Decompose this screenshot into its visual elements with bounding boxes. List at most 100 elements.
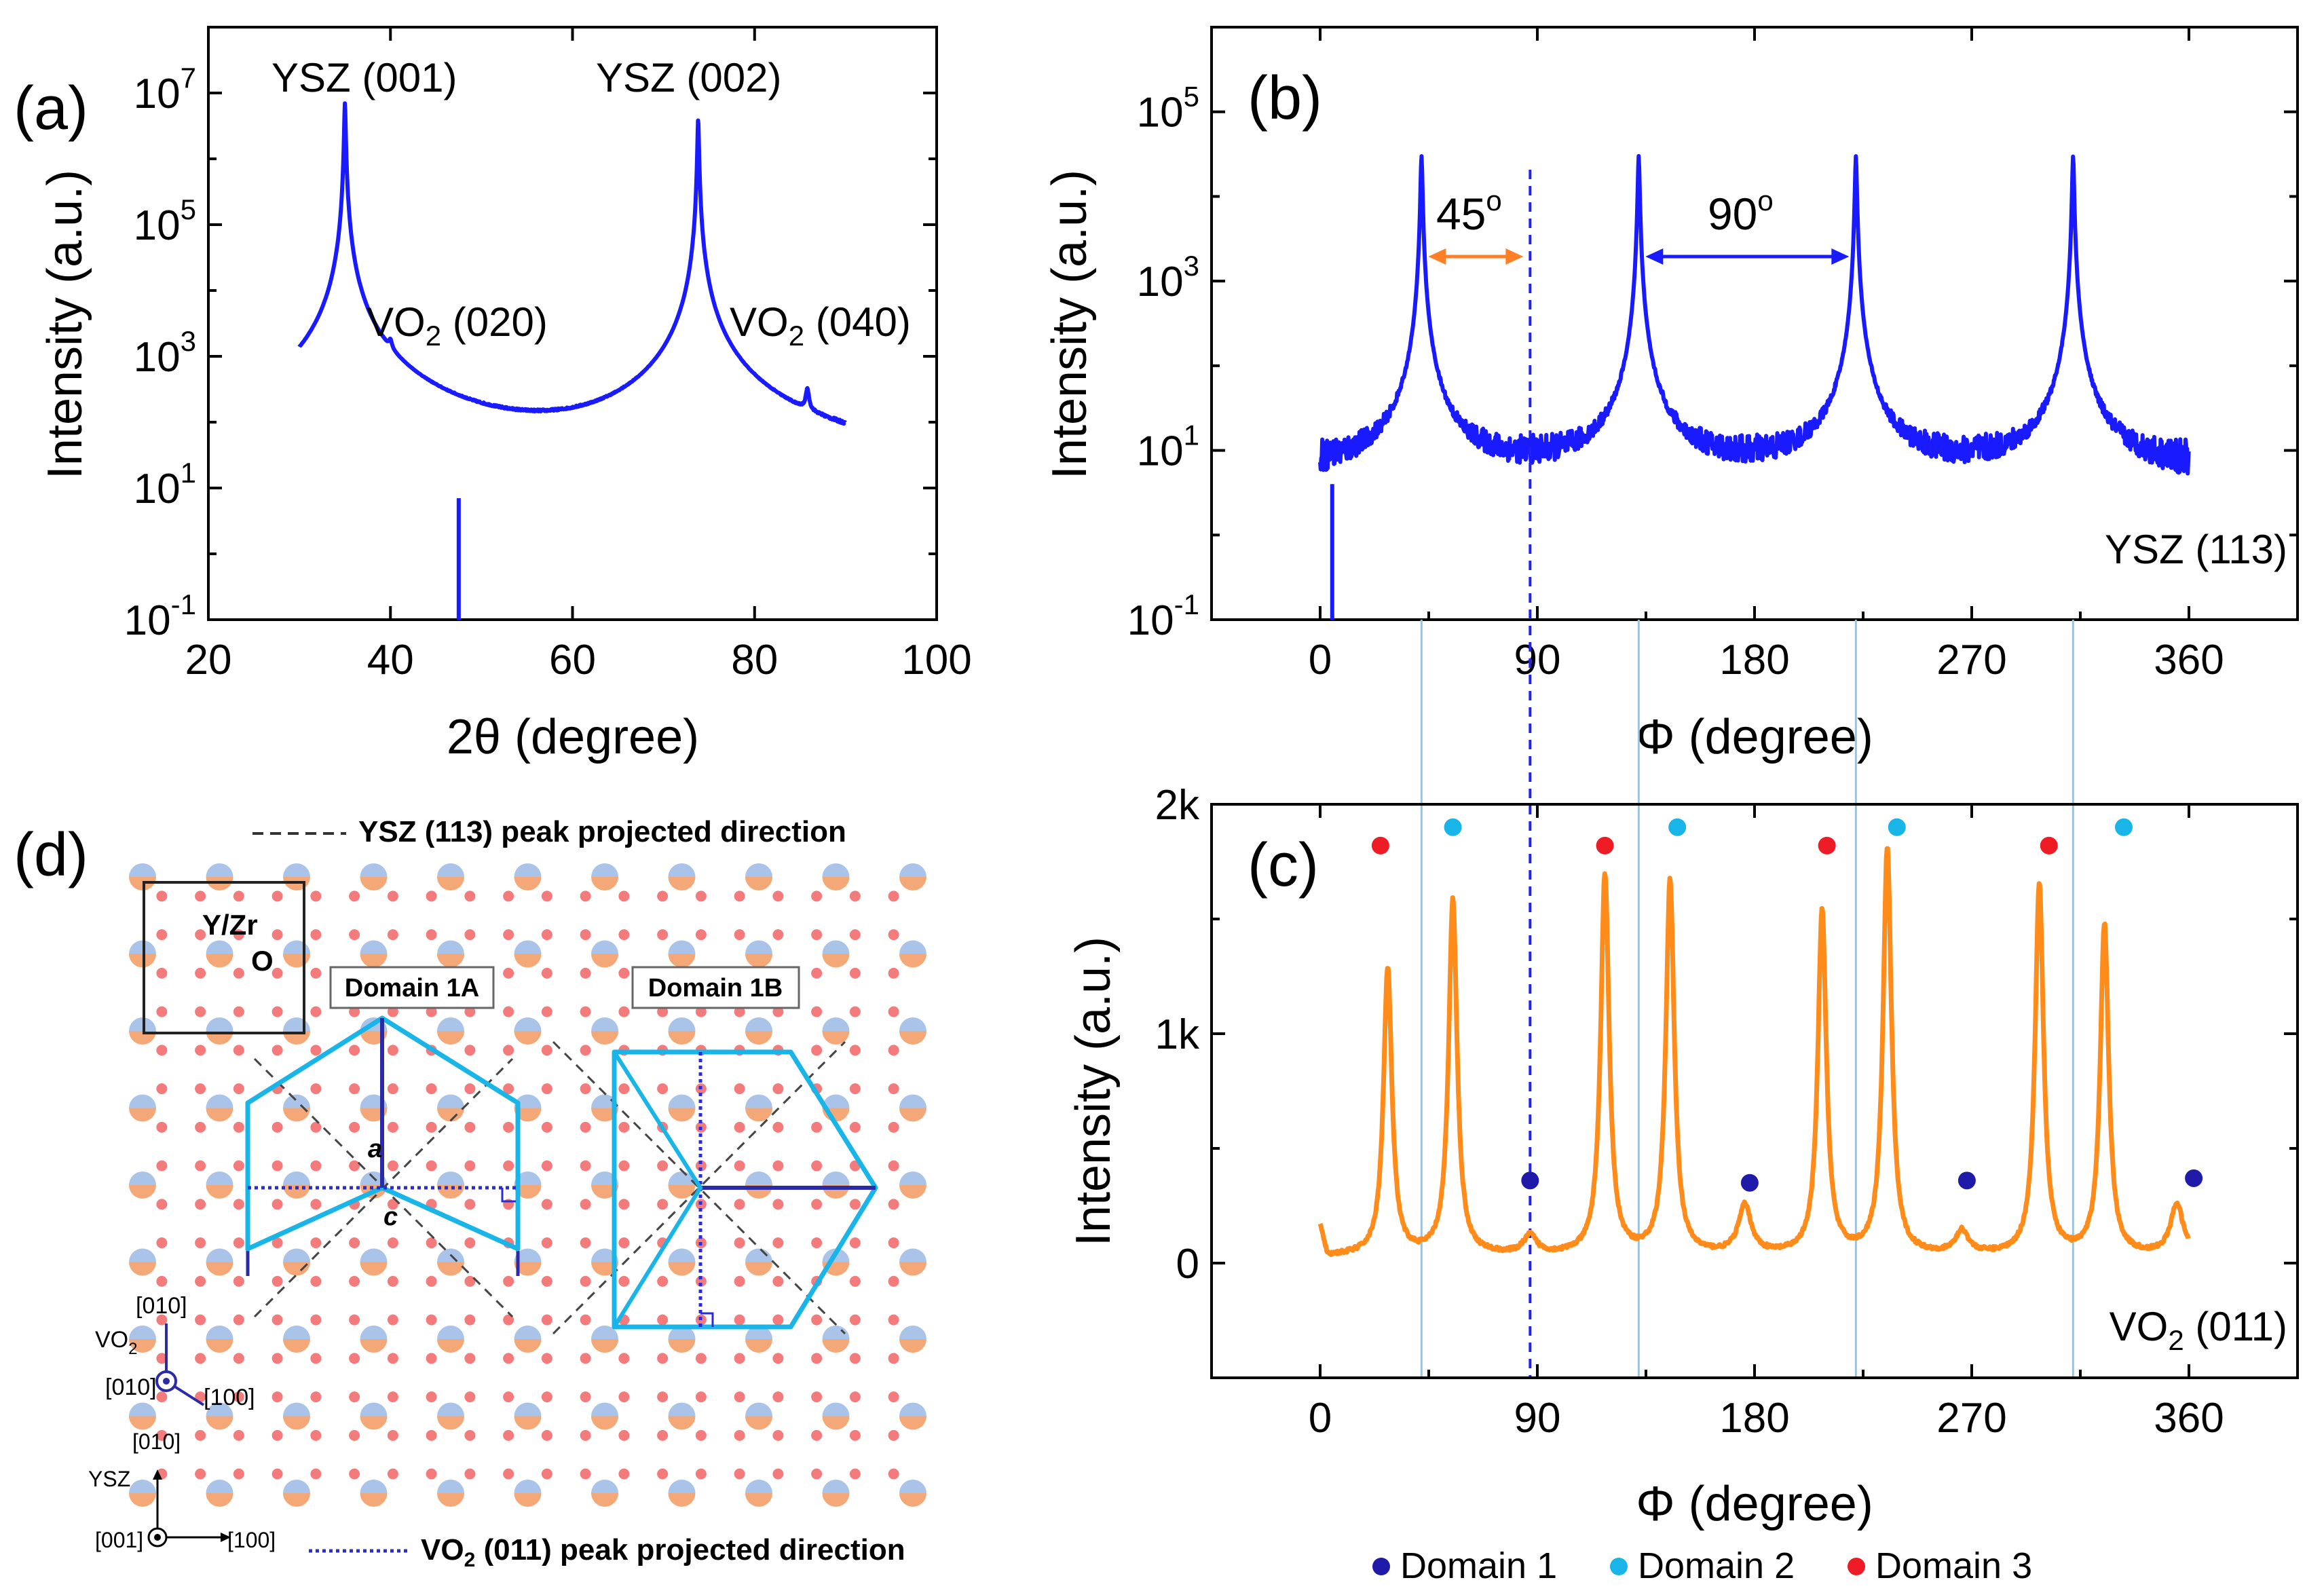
anion-atom <box>888 1429 899 1441</box>
anion-atom <box>464 1468 476 1480</box>
anion-atom <box>233 1429 244 1441</box>
panel-a-letter: (a) <box>14 75 88 143</box>
anion-atom <box>849 1275 861 1287</box>
anion-atom <box>233 1237 244 1249</box>
cation-atom <box>514 1326 542 1353</box>
anion-atom <box>695 890 707 902</box>
vo2-axes-title: VO2 <box>95 1327 137 1358</box>
cation-atom <box>745 1171 772 1199</box>
anion-atom <box>349 890 360 902</box>
anion-atom <box>618 1275 630 1287</box>
anion-atom <box>657 1353 669 1364</box>
cation-atom <box>206 1017 233 1045</box>
cation-atom <box>283 1094 310 1122</box>
anion-atom <box>541 1275 552 1287</box>
anion-atom <box>772 890 784 902</box>
anion-atom <box>387 1429 398 1441</box>
anion-atom <box>580 1006 591 1017</box>
anion-atom <box>849 890 861 902</box>
anion-atom <box>464 929 476 941</box>
anion-atom <box>426 1314 437 1326</box>
cation-atom <box>591 1171 618 1199</box>
panel-c-letter: (c) <box>1248 831 1319 899</box>
anion-atom <box>503 1429 514 1441</box>
anion-atom <box>156 1391 168 1403</box>
anion-atom <box>580 1083 591 1095</box>
y-tick-label: 10-1 <box>1127 588 1199 644</box>
cation-atom <box>283 1326 310 1353</box>
anion-atom <box>387 890 398 902</box>
y-tick-label: 101 <box>134 457 196 512</box>
anion-atom <box>464 1160 476 1171</box>
cation-atom <box>437 1326 464 1353</box>
domain-marker-point <box>1888 818 1906 836</box>
panel-a-peak-label-ysz002: YSZ (002) <box>596 55 781 100</box>
domain-marker-point <box>1740 1174 1759 1192</box>
cation-atom <box>283 1171 310 1199</box>
anion-atom <box>426 1391 437 1403</box>
anion-atom <box>580 890 591 902</box>
anion-atom <box>464 1429 476 1441</box>
anion-atom <box>233 967 244 979</box>
domain-1a-label: Domain 1A <box>329 966 495 1009</box>
anion-atom <box>503 1045 514 1056</box>
anion-atom <box>233 1006 244 1017</box>
anion-atom <box>888 1353 899 1364</box>
anion-atom <box>310 1160 322 1171</box>
anion-atom <box>849 1314 861 1326</box>
annotation-arrowhead-left <box>1645 248 1664 265</box>
anion-atom <box>580 967 591 979</box>
legend-label: Domain 3 <box>1875 1545 2032 1586</box>
anion-atom <box>426 890 437 902</box>
anion-atom <box>849 967 861 979</box>
panel-a-x-axis-label: 2θ (degree) <box>447 710 699 764</box>
anion-atom <box>233 1353 244 1364</box>
anion-atom <box>349 1045 360 1056</box>
anion-atom <box>580 1429 591 1441</box>
domain-1a-label-box <box>329 966 495 1009</box>
y-tick-label: 1k <box>1155 1011 1200 1058</box>
cation-atom <box>899 1017 926 1045</box>
anion-atom <box>387 1275 398 1287</box>
cation-atom <box>591 940 618 968</box>
anion-atom <box>888 1199 899 1210</box>
x-tick-label: 0 <box>1309 637 1332 683</box>
anion-atom <box>156 1121 168 1133</box>
anion-atom <box>310 1468 322 1480</box>
cation-atom <box>745 863 772 890</box>
cation-atom <box>437 1402 464 1430</box>
anion-atom <box>734 1083 745 1095</box>
anion-atom <box>233 929 244 941</box>
anion-atom <box>195 967 206 979</box>
panel-c-corner-label: VO2 (011) <box>2110 1304 2287 1356</box>
domain-marker-point <box>2040 836 2058 855</box>
anion-atom <box>772 1237 784 1249</box>
anion-atom <box>541 1160 552 1171</box>
anion-atom <box>695 1006 707 1017</box>
panel-c-x-axis-label: Φ (degree) <box>1636 1477 1873 1531</box>
y-tick-label: 105 <box>1137 81 1199 136</box>
cation-atom <box>514 1171 542 1199</box>
anion-atom <box>618 1429 630 1441</box>
y-tick-label: 103 <box>1137 250 1199 305</box>
anion-atom <box>888 1237 899 1249</box>
cation-atom <box>668 1480 696 1507</box>
anion-atom <box>811 1199 823 1210</box>
cation-atom <box>668 1248 696 1276</box>
key-box-frame <box>143 881 305 1034</box>
anion-atom <box>811 1237 823 1249</box>
domain-marker-point <box>1818 836 1836 855</box>
cation-atom <box>514 1402 542 1430</box>
anion-atom <box>849 1121 861 1133</box>
cation-atom <box>360 863 388 890</box>
anion-atom <box>464 1391 476 1403</box>
panel-b-annotations: 45o 90o <box>1428 185 1850 265</box>
x-tick-label: 0 <box>1309 1395 1332 1442</box>
anion-atom <box>387 1160 398 1171</box>
anion-atom <box>387 1391 398 1403</box>
anion-atom <box>811 1160 823 1171</box>
anion-atom <box>310 929 322 941</box>
cation-atom <box>668 1094 696 1122</box>
anion-atom <box>811 1468 823 1480</box>
anion-atom <box>349 1391 360 1403</box>
